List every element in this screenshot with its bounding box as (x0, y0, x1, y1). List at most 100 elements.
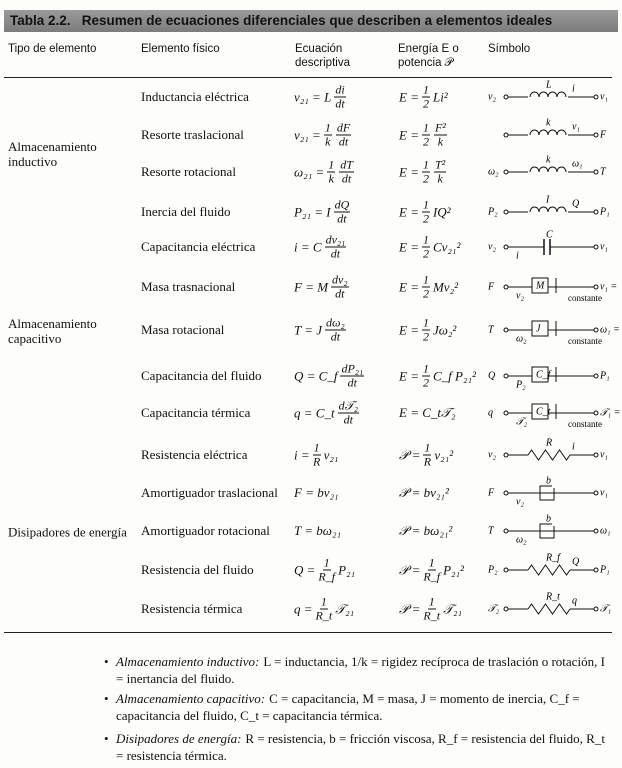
numerator: 1 (427, 555, 436, 571)
symbol-label: I (545, 194, 550, 205)
eq-text: E = (399, 164, 419, 179)
node (593, 567, 599, 573)
eq-text: 𝒫 = (399, 562, 421, 577)
denominator: 2 (422, 375, 429, 390)
eq-text: ω₂₁ = (294, 164, 325, 179)
node (503, 244, 509, 250)
note-text: R = resistencia, b = fricción viscosa, R… (116, 731, 605, 763)
eq-text: E = (399, 204, 419, 219)
symbol-label: L (545, 79, 552, 90)
symbol-label: ω₁ (572, 158, 583, 169)
header: Símbolo (488, 43, 531, 55)
header: Elemento físico (141, 43, 220, 55)
group-label: Almacenamiento capacitivo (8, 315, 97, 346)
denominator: dt (347, 375, 357, 390)
symbol-label: T (488, 525, 495, 536)
mass-box (531, 403, 549, 420)
symbol-label: v₂ (488, 91, 496, 102)
coil (529, 91, 567, 98)
eq-text: F = bv₂₁ (294, 485, 339, 500)
equation: E = 1 2 T² k (398, 157, 448, 186)
symbol-label: 𝒯₁ (600, 603, 611, 614)
eq-text: Q = C_f (294, 368, 338, 383)
element-name: Masa rotacional (141, 322, 225, 337)
eq-text: v₂₁ (323, 447, 339, 462)
element-name: Inercia del fluido (141, 204, 231, 219)
equation: 𝒫 = bv₂₁² (398, 485, 450, 501)
symbol-label: q (572, 595, 577, 606)
numerator: 1 (421, 361, 430, 377)
equation: v₂₁ = 1 k dF dt (293, 121, 353, 149)
eq-text: v₂₁ = (294, 127, 321, 142)
eq-text: i = C (294, 239, 322, 254)
numerator: 1 (421, 82, 430, 98)
symbol-label: k (546, 117, 551, 128)
symbol-label: T (488, 324, 495, 335)
denominator: k (437, 134, 444, 149)
eq-text: v₂₁ = L (294, 89, 332, 104)
eq-text: Cv₂₁² (432, 239, 461, 254)
element-name: Masa trasnacional (141, 279, 236, 294)
symbol-label: P₁ (599, 564, 610, 575)
symbol-label: J (536, 323, 541, 334)
equation: Q = 1 R_f P₂₁ (293, 556, 356, 584)
equation: E = 1 2 C_f P₂₁² (398, 361, 477, 390)
eq-text: C_f P₂₁² (432, 368, 476, 383)
damper (539, 523, 555, 539)
note-text: C = capacitancia, M = masa, J = momento … (116, 691, 580, 723)
numerator: F² (433, 120, 447, 136)
denominator: 2 (422, 329, 429, 344)
symbol-label: R_f (545, 552, 561, 563)
symbol-gap (544, 246, 550, 248)
denominator: R_t (423, 608, 441, 623)
equation: E = 1 2 IQ² (398, 197, 452, 226)
group-label: Almacenamiento inductivo (8, 139, 97, 169)
equation: q = 1 R_t 𝒯₂₁ (293, 595, 355, 623)
node (503, 284, 509, 290)
denominator: 2 (422, 246, 429, 261)
denominator: dt (330, 246, 341, 261)
symbol-label: v₁ (572, 121, 580, 132)
eq-text: F = M (294, 279, 329, 294)
symbol-label: v₁ (600, 241, 608, 252)
symbol-label: Q (488, 370, 496, 381)
fraction: d𝒯₂ dt (337, 399, 359, 427)
eq-text: E = (399, 279, 419, 294)
node (503, 327, 509, 333)
fraction: di dt (334, 83, 346, 111)
denominator: R (423, 454, 432, 469)
element-name: Amortiguador rotacional (141, 523, 270, 538)
symbol-label: v₁ (600, 487, 608, 498)
equation: E = 1 2 Mv₂² (398, 273, 459, 301)
symbol-label: b (546, 513, 551, 524)
denominator: 2 (422, 96, 429, 111)
damper (539, 485, 555, 501)
numerator: 1 (427, 594, 436, 610)
equation: E = 1 2 Cv₂₁² (398, 233, 461, 261)
denominator: dt (335, 286, 345, 301)
symbol-label: C_f (536, 369, 552, 380)
symbol-label: constante (568, 336, 602, 346)
equation: ω₂₁ = 1 k dT dt (293, 158, 356, 186)
numerator: 1 (421, 197, 430, 213)
eq-text: IQ² (432, 204, 451, 219)
element-name: Capacitancia térmica (141, 405, 251, 420)
fraction: dv₂ dt (331, 273, 349, 301)
eq-text: q = C_t (294, 405, 335, 420)
element-name: Capacitancia del fluido (141, 368, 262, 383)
symbol-label: ω₂ (516, 333, 527, 344)
symbol-label: P₂ (515, 379, 526, 390)
numerator: 1 (421, 157, 430, 173)
eq-text: E = (399, 368, 419, 383)
denominator: 2 (422, 171, 429, 186)
node (503, 410, 509, 416)
numerator: 1 (312, 440, 321, 456)
eq-text: Mv₂² (432, 279, 458, 294)
